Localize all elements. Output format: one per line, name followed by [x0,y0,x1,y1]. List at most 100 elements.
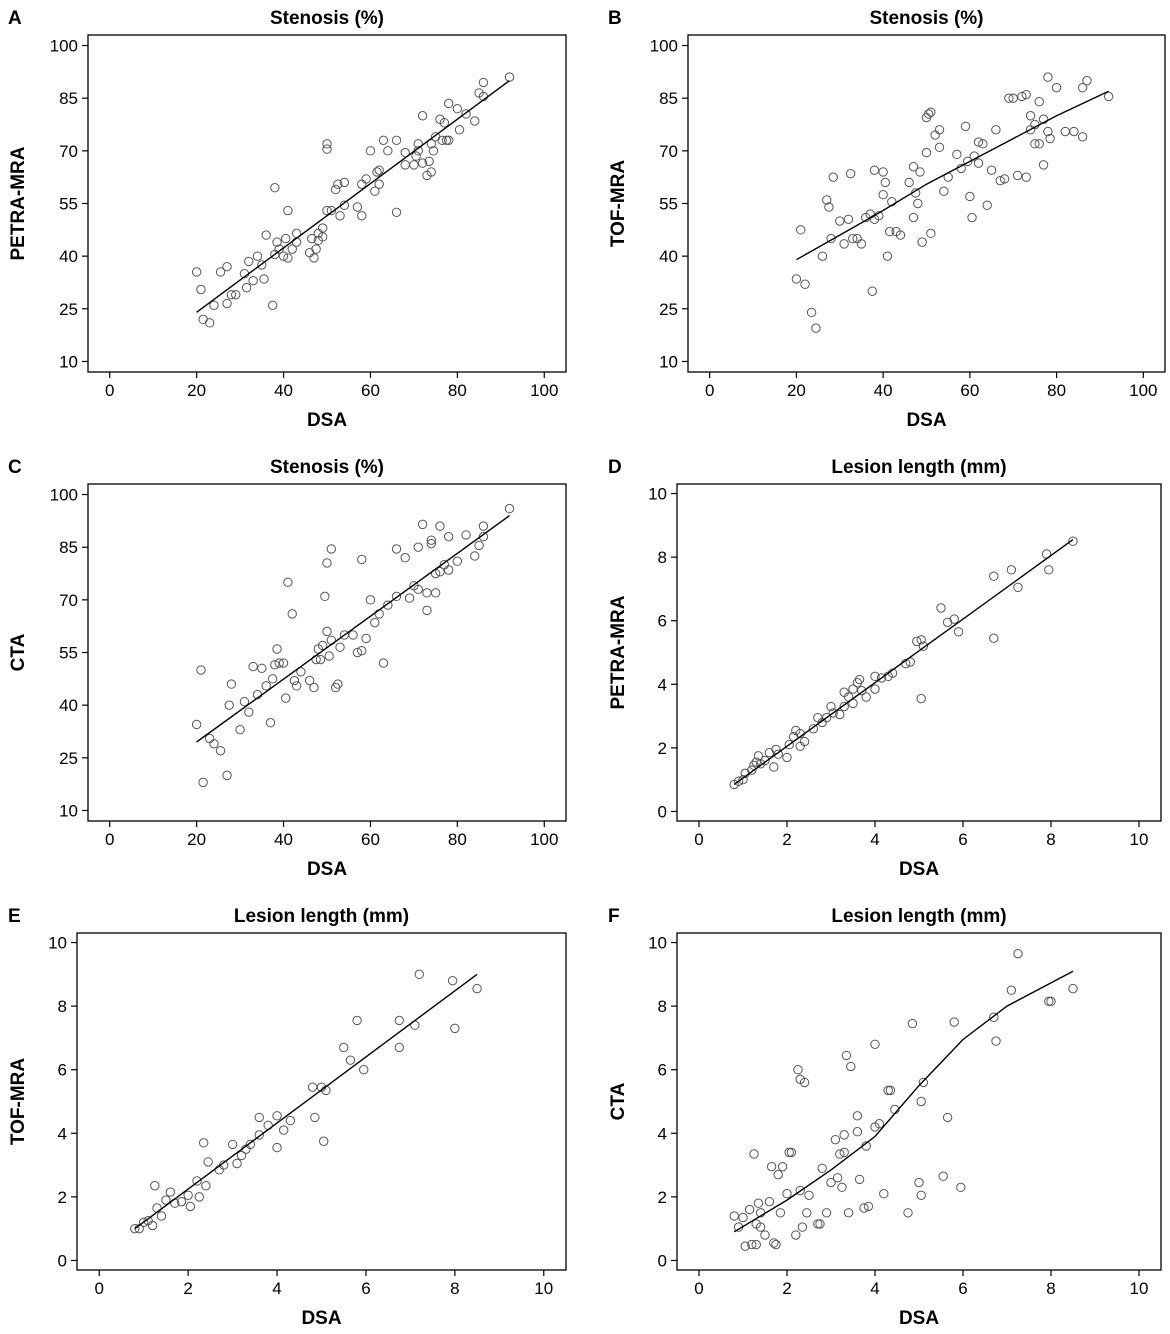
data-point [209,300,219,311]
data-point [283,577,293,587]
data-point [272,644,282,654]
y-tick-label: 25 [59,749,78,768]
data-point [1006,565,1017,575]
data-point [843,214,854,224]
data-point [916,693,926,704]
data-point [1013,948,1023,959]
data-point [309,253,319,263]
data-point [1060,126,1070,137]
data-point [435,521,445,531]
y-tick-label: 55 [59,195,78,214]
data-point [884,226,895,237]
data-point [749,1149,759,1159]
data-point [839,687,849,697]
data-point [413,542,423,552]
data-point [319,1136,329,1146]
scatter-plot-f: F Lesion length (mm) 0 2 4 6 8 10 0 2 4 6 8 10 DSA CTA [608,906,1162,1329]
data-point [226,290,237,300]
data-point [1103,91,1114,102]
x-tick-label: 6 [361,1279,370,1298]
data-point [786,1147,797,1158]
data-point [934,142,945,153]
data-point [267,300,278,311]
data-point [914,1177,924,1188]
data-point [370,186,380,196]
data-point [414,969,424,980]
data-point [1068,983,1078,994]
x-tick-label: 100 [530,830,558,849]
fit-line [796,90,1109,261]
data-point [452,104,463,114]
data-point [978,139,988,149]
data-point [426,167,436,177]
data-point [1012,170,1023,181]
data-point [191,267,202,277]
x-axis-label: DSA [899,1308,939,1329]
data-point [738,1212,748,1223]
chart-panel-e: E Lesion length (mm) 0 2 4 6 8 10 0 2 4 6 8 10 DSA TOF-… [0,898,585,1334]
data-point [443,135,454,146]
x-tick-label: 10 [1130,1279,1149,1298]
data-point [474,540,484,551]
chart-title: Lesion length (mm) [831,906,1006,927]
data-point [852,678,863,688]
data-point [813,1219,823,1229]
data-point [261,681,271,691]
data-point [400,147,410,158]
data-point [274,244,284,254]
data-point [461,530,471,540]
data-point [777,1161,788,1172]
x-tick-label: 0 [705,381,714,400]
data-point [196,284,206,295]
data-point [196,665,206,675]
chart-panel-a: A Stenosis (%) 0 20 40 60 80 100 10 25 40 55 70 85 100… [0,0,585,451]
data-point [215,746,226,756]
data-point [904,177,914,188]
data-point [443,98,454,109]
data-point [281,693,291,703]
data-point [1030,139,1040,149]
y-tick-label: 8 [658,997,667,1016]
fit-line [733,539,1074,785]
data-point [1006,985,1017,995]
data-point [800,279,810,289]
data-point [880,177,891,188]
data-point [729,1211,739,1221]
data-point [248,661,258,672]
data-point [478,77,489,88]
data-point [285,1115,296,1126]
data-point [470,116,480,126]
data-point [796,225,806,235]
data-point [934,125,945,135]
data-point [1021,89,1031,100]
x-axis-label: DSA [301,1308,341,1329]
data-point [413,584,423,595]
data-point [222,298,232,309]
data-point [417,519,428,530]
y-tick-label: 70 [659,142,678,161]
data-point [209,739,219,749]
data-point [936,603,946,613]
data-point [806,307,817,318]
data-point [370,617,380,628]
x-tick-label: 0 [694,1279,703,1298]
data-point [852,1127,863,1137]
data-point [183,1190,193,1200]
data-point [908,212,919,223]
data-point [191,719,202,730]
y-tick-label: 0 [58,1251,67,1270]
data-point [311,244,321,254]
data-point [867,286,877,296]
x-axis-label: DSA [307,410,347,431]
data-point [339,1042,349,1053]
data-point [863,1201,874,1212]
x-tick-label: 6 [958,830,967,849]
data-point [989,633,999,643]
data-point [304,675,315,686]
data-point [478,521,489,531]
data-point [470,551,480,561]
y-tick-label: 0 [658,1251,667,1270]
data-point [378,658,389,668]
data-point [795,1185,805,1196]
data-point [333,179,343,189]
